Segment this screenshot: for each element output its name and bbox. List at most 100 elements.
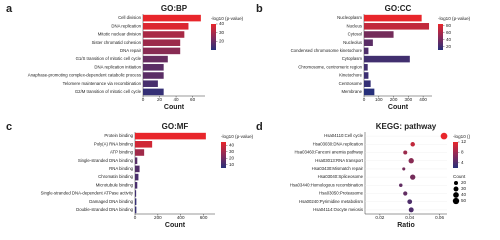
panel-letter: b	[256, 3, 263, 15]
x-axis-label: Count	[164, 104, 185, 111]
category-label: Hsa00240:Pyrimidine metabolism	[299, 199, 363, 204]
bar	[135, 206, 137, 214]
x-tick-label: 60	[190, 97, 196, 102]
colorbar-tick-label: 60	[446, 30, 452, 35]
dot	[440, 132, 448, 140]
bar	[364, 88, 375, 96]
bar	[135, 141, 153, 148]
dot	[408, 158, 414, 164]
x-tick-label: 0	[363, 97, 366, 102]
size-legend-dot	[453, 192, 459, 198]
category-label: Condensed chromosome kinetochore	[291, 48, 363, 53]
category-label: Hsa03430:Mismatch repair	[312, 166, 364, 171]
category-label: Chromosome, centromeric region	[298, 64, 362, 69]
size-legend-label: 50	[461, 198, 467, 203]
category-label: DNA repair	[120, 48, 142, 53]
category-label: RNA binding	[109, 166, 133, 171]
x-tick-label: 200	[154, 215, 162, 220]
bar	[135, 173, 139, 181]
bar	[364, 31, 394, 38]
bar	[364, 23, 430, 30]
bar	[143, 31, 185, 38]
category-label: Membrane	[341, 89, 362, 94]
bar	[364, 55, 410, 63]
category-label: Nucleolus	[343, 40, 362, 45]
bar	[143, 39, 181, 46]
bar	[135, 182, 138, 189]
category-label: Single-stranded DNA-dependent ATPase act…	[41, 191, 134, 196]
bar	[364, 14, 422, 22]
category-label: Hsa03030:DNA replication	[313, 141, 364, 146]
bar	[364, 80, 371, 87]
size-legend-dot	[452, 197, 460, 205]
size-legend-dot	[453, 186, 459, 192]
bar	[135, 198, 137, 205]
category-label: Nucleoplasm	[337, 15, 362, 20]
dot	[403, 150, 408, 155]
bar	[143, 47, 181, 55]
x-tick-label: 0.04	[405, 215, 414, 220]
colorbar	[438, 24, 443, 50]
colorbar-tick-label: 20	[229, 155, 235, 160]
colorbar-tick-label: 40	[219, 21, 225, 26]
category-label: Hsa03460:Fanconi anemia pathway	[294, 150, 363, 155]
category-label: Telomere maintenance via recombination	[63, 81, 142, 86]
category-label: Microtubule binding	[96, 182, 134, 187]
colorbar	[211, 24, 216, 50]
category-label: Cytosol	[348, 32, 362, 37]
dot	[410, 142, 415, 147]
bar	[135, 157, 138, 164]
panel-letter: d	[256, 121, 263, 133]
legend-title: -log10 (p-value)	[438, 16, 471, 21]
size-legend-label: 20	[461, 180, 467, 185]
dot	[410, 174, 416, 180]
category-label: Centrosome	[339, 81, 363, 86]
category-label: Nucleus	[346, 23, 362, 28]
category-label: Hsa03050:Proteasome	[319, 191, 364, 196]
legend-title: -log10 (p-value)	[211, 16, 244, 21]
bar	[135, 190, 137, 197]
colorbar-tick-label: 4	[461, 160, 464, 165]
bar	[143, 55, 168, 63]
size-legend-title: Count	[453, 174, 466, 179]
panel-letter: a	[6, 3, 13, 15]
dot	[407, 199, 413, 205]
category-label: ATP binding	[110, 150, 134, 155]
x-tick-label: 600	[200, 215, 208, 220]
colorbar-tick-label: 12	[461, 139, 467, 144]
chart-title: GO:CC	[385, 4, 412, 13]
bar	[364, 39, 373, 46]
category-label: Cell division	[118, 15, 142, 20]
chart-title: GO:MF	[162, 122, 189, 131]
x-axis-label: Count	[388, 104, 409, 111]
x-tick-label: 400	[177, 215, 185, 220]
x-axis-label: Count	[165, 222, 186, 229]
bar	[135, 165, 140, 173]
category-label: DNA replication initiation	[94, 64, 141, 69]
chart-title: GO:BP	[161, 4, 188, 13]
bar	[143, 64, 164, 71]
dot	[403, 191, 408, 196]
bar	[143, 14, 201, 22]
dot	[402, 167, 406, 171]
legend-title: -log10 (p-value)	[221, 134, 254, 139]
category-label: Poly(A) RNA binding	[94, 141, 134, 146]
dot	[399, 183, 403, 188]
x-tick-label: 40	[174, 97, 180, 102]
x-tick-label: 400	[419, 97, 427, 102]
size-legend-label: 30	[461, 186, 467, 191]
x-tick-label: 0	[142, 97, 145, 102]
category-label: Chromatin binding	[98, 174, 133, 179]
x-tick-label: 300	[405, 97, 413, 102]
category-label: Hsa03040:Spliceosome	[318, 174, 364, 179]
panel-letter: c	[6, 121, 12, 133]
colorbar-tick-label: 80	[446, 23, 452, 28]
dot	[408, 207, 414, 213]
category-label: Hsa03440:Homologous recombination	[290, 182, 364, 187]
category-label: Sister chromatid cohesion	[92, 40, 142, 45]
category-label: Hsa03013:RNA transport	[315, 158, 364, 163]
bar	[143, 23, 189, 30]
category-label: Cytoplasm	[342, 56, 363, 61]
colorbar-tick-label: 40	[229, 142, 235, 147]
category-label: Kinetochore	[339, 73, 363, 78]
